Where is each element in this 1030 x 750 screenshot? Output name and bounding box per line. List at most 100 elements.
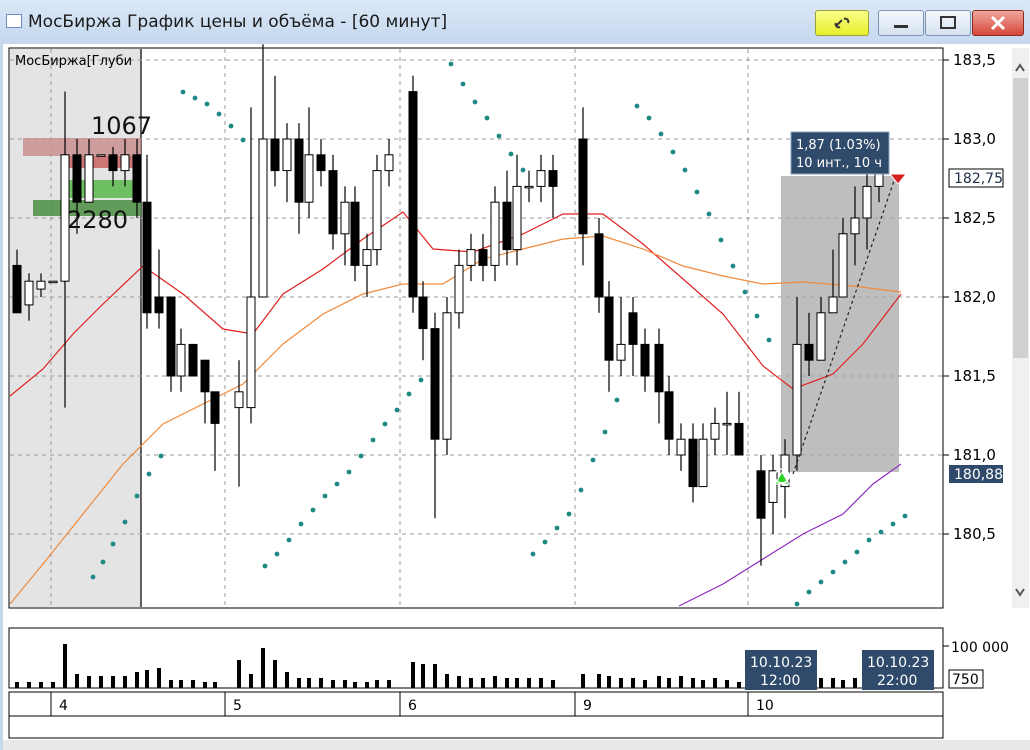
sar-dot: [634, 103, 640, 109]
sar-dot: [706, 211, 712, 217]
candle-body: [200, 359, 210, 393]
sar-dot: [842, 559, 848, 565]
crosshair-tag: 10.10.23 12:00: [745, 650, 817, 690]
sar-dot: [854, 549, 860, 555]
volume-bar: [539, 678, 543, 688]
maximize-icon: [940, 16, 956, 29]
sar-dot: [180, 89, 186, 95]
candle-body: [628, 312, 638, 345]
sar-dot: [382, 421, 388, 427]
sar-dot: [554, 525, 560, 531]
candle-body: [258, 138, 268, 298]
candle-body: [350, 201, 360, 266]
window-title: МосБиржа График цены и объёма - [60 мину…: [28, 12, 448, 32]
volume-bar: [307, 678, 311, 688]
sar-dot: [718, 237, 724, 243]
candle-body: [36, 280, 46, 290]
volume-bar: [75, 674, 79, 688]
link-button[interactable]: [815, 10, 869, 36]
candle-body: [176, 343, 186, 377]
price-volume-chart[interactable]: МосБиржа[Глуби 1067 2280 1,87 (1.03%) 10…: [3, 44, 1030, 750]
volume-bar: [169, 680, 173, 688]
sar-dot: [890, 521, 896, 527]
candle-body: [84, 154, 94, 203]
sar-dot: [310, 507, 316, 513]
volume-bar: [27, 682, 31, 688]
volume-bar: [445, 674, 449, 688]
measure-change: 1,87 (1.03%): [796, 138, 881, 153]
maximize-button[interactable]: [925, 10, 971, 36]
volume-bar: [505, 678, 509, 688]
candles: [12, 44, 884, 566]
volume-bar: [597, 674, 601, 688]
buy-arrow-icon[interactable]: [774, 471, 790, 485]
vertical-scrollbar[interactable]: [1012, 48, 1029, 608]
candle-body: [442, 312, 452, 440]
horizontal-scroll-area[interactable]: [8, 715, 944, 739]
sar-dot: [134, 493, 140, 499]
sar-dot: [370, 437, 376, 443]
candle-body: [340, 201, 350, 235]
volume-bar: [145, 670, 149, 688]
date-label: 4: [59, 698, 68, 714]
scrollbar-thumb[interactable]: [1013, 78, 1028, 358]
volume-bar: [191, 680, 195, 688]
sell-arrow-icon[interactable]: [888, 173, 908, 185]
volume-bar: [551, 680, 555, 688]
volume-bar: [841, 680, 845, 688]
sar-dot: [274, 551, 280, 557]
candle-body: [72, 154, 82, 203]
sar-dot: [406, 391, 412, 397]
date-label: 9: [583, 698, 592, 714]
crosshair-tag-bg: [862, 650, 934, 690]
sar-dot: [448, 61, 454, 67]
sar-dot: [520, 167, 526, 173]
price-tick-label: 181,0: [953, 446, 996, 464]
sar-dot: [322, 493, 328, 499]
volume-bar: [375, 680, 379, 688]
volume-bar: [39, 682, 43, 688]
candle-body: [328, 170, 338, 235]
sar-dot: [878, 529, 884, 535]
chart-frame: МосБиржа[Глуби 1067 2280 1,87 (1.03%) 10…: [0, 44, 1030, 750]
volume-bar: [411, 662, 415, 688]
candle-body: [756, 470, 766, 519]
scroll-up-icon[interactable]: [1015, 63, 1025, 72]
depth-ask-label: 2280: [67, 206, 128, 234]
sar-dot: [110, 541, 116, 547]
volume-bar: [433, 664, 437, 688]
volume-bar: [515, 678, 519, 688]
sar-dot: [578, 487, 584, 493]
date-label: 6: [408, 698, 417, 714]
sar-dot: [100, 559, 106, 565]
sar-dot: [830, 569, 836, 575]
depth-ask-bar: [33, 200, 141, 216]
chart-window-icon: [6, 14, 22, 28]
volume-bar: [667, 678, 671, 688]
depth-bid-bar: [23, 138, 141, 156]
candle-body: [454, 264, 464, 314]
price-tick-label: 182,5: [953, 209, 996, 227]
minimize-button[interactable]: [878, 10, 924, 36]
sar-dot: [228, 123, 234, 129]
price-tick-label: 181,5: [953, 367, 996, 385]
volume-tick-label: 100 000: [951, 640, 1009, 656]
sar-dot: [346, 469, 352, 475]
date-label: 10: [756, 698, 774, 714]
sar-dot: [766, 337, 772, 343]
candle-body: [804, 343, 814, 361]
sar-dot: [602, 429, 608, 435]
market-depth: [23, 138, 141, 216]
candle-body: [502, 201, 512, 251]
scroll-down-icon[interactable]: [1015, 588, 1025, 597]
candle-body: [780, 454, 790, 488]
sar-dot: [146, 471, 152, 477]
volume-bar: [581, 674, 585, 688]
volume-bar: [237, 660, 241, 688]
sar-dot: [866, 537, 872, 543]
volume-bar: [51, 682, 55, 688]
candle-body: [722, 422, 732, 426]
close-button[interactable]: [972, 10, 1024, 36]
candle-body: [654, 343, 664, 393]
price-tick-label: 183,0: [953, 130, 996, 148]
